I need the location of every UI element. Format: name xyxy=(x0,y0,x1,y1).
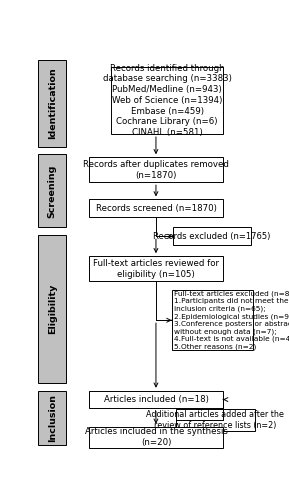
Bar xyxy=(38,391,66,445)
Text: Records screened (n=1870): Records screened (n=1870) xyxy=(95,204,216,212)
Text: Full-text articles reviewed for
eligibility (n=105): Full-text articles reviewed for eligibil… xyxy=(93,259,219,278)
Bar xyxy=(38,154,66,228)
Text: Records identified through
database searching (n=3383)
PubMed/Medline (n=943)
We: Records identified through database sear… xyxy=(103,64,231,137)
Text: Articles included (n=18): Articles included (n=18) xyxy=(103,395,208,404)
Text: Articles included in the synthesis
(n=20): Articles included in the synthesis (n=20… xyxy=(84,428,227,447)
Bar xyxy=(89,157,223,182)
Text: Records after duplicates removed
(n=1870): Records after duplicates removed (n=1870… xyxy=(83,160,229,180)
Bar xyxy=(89,426,223,448)
Bar xyxy=(111,66,223,134)
Text: Records excluded (n=1765): Records excluded (n=1765) xyxy=(153,232,271,241)
Bar xyxy=(89,390,223,408)
Text: Eligibility: Eligibility xyxy=(48,284,57,335)
Bar xyxy=(89,256,223,281)
Text: Identification: Identification xyxy=(48,68,57,139)
Bar xyxy=(38,60,66,146)
Bar xyxy=(172,290,253,350)
Text: Full-text articles excluded (n=87)
1.Participants did not meet the
inclusion cri: Full-text articles excluded (n=87) 1.Par… xyxy=(175,290,289,350)
Text: Inclusion: Inclusion xyxy=(48,394,57,442)
Bar xyxy=(89,200,223,217)
Bar xyxy=(173,228,251,245)
Text: Additional articles added after the
review of reference lists (n=2): Additional articles added after the revi… xyxy=(146,410,284,430)
Text: Screening: Screening xyxy=(48,164,57,218)
Bar xyxy=(175,410,255,430)
Bar xyxy=(38,235,66,384)
